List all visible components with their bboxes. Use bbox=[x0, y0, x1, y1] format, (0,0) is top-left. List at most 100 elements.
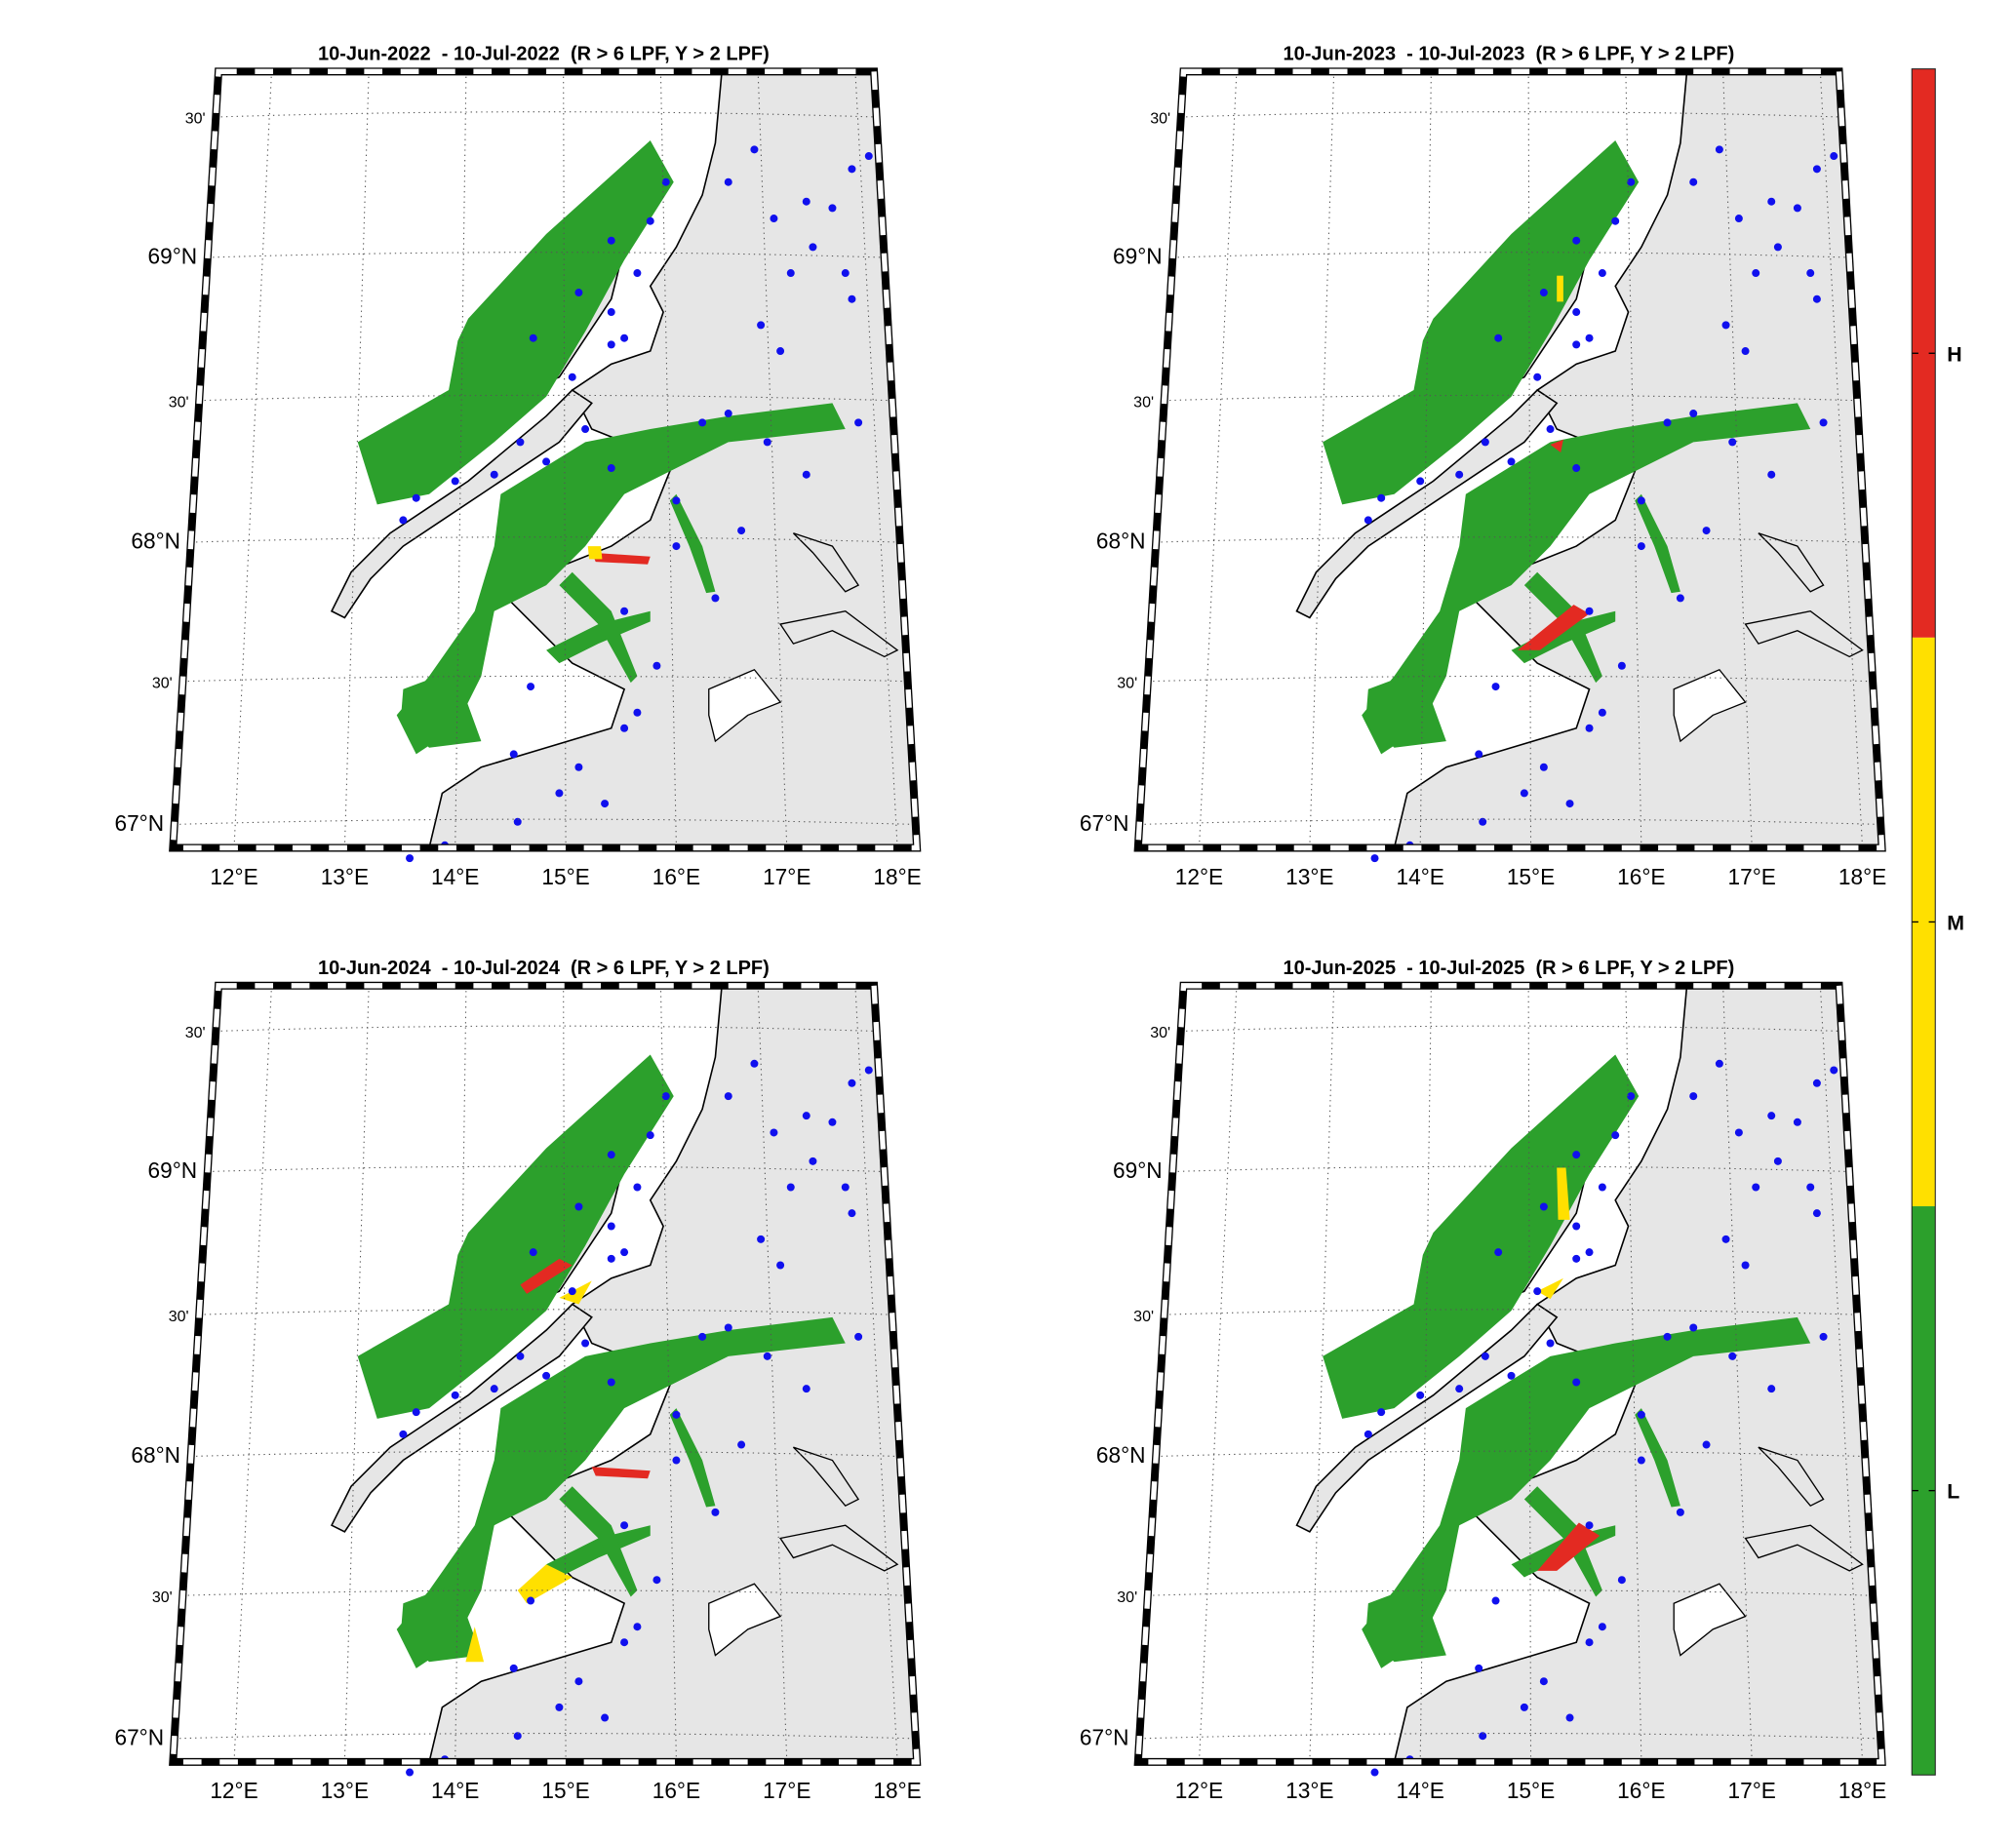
station bbox=[737, 1440, 746, 1449]
lon-label: 14°E bbox=[1396, 864, 1443, 889]
risk-area bbox=[1557, 1167, 1570, 1220]
station bbox=[406, 1768, 415, 1777]
grid-lat bbox=[174, 1733, 916, 1740]
station bbox=[1767, 1385, 1776, 1393]
station bbox=[864, 1066, 873, 1075]
fjord-low bbox=[559, 571, 638, 684]
station bbox=[568, 373, 576, 381]
station bbox=[1377, 493, 1386, 502]
station bbox=[412, 1408, 420, 1417]
map-panel: 30' 69°N 30' 68°N 30' 67°N 12°E 13°E 14°E 15°E 16°… bbox=[114, 43, 921, 888]
lon-label: 18°E bbox=[1838, 1778, 1886, 1803]
station bbox=[1491, 683, 1500, 691]
station bbox=[1728, 1352, 1737, 1360]
station bbox=[1812, 294, 1821, 303]
map-frame bbox=[1134, 983, 1885, 1765]
fjord-low bbox=[546, 610, 651, 664]
fjord-low bbox=[1635, 493, 1680, 594]
station bbox=[1585, 1638, 1594, 1647]
station bbox=[1539, 289, 1548, 297]
lat-label: 30' bbox=[152, 1589, 173, 1606]
station bbox=[601, 1713, 610, 1722]
lon-label: 16°E bbox=[652, 864, 700, 889]
station bbox=[1565, 800, 1574, 808]
grid-lat bbox=[1172, 1165, 1850, 1173]
station bbox=[724, 410, 732, 418]
station bbox=[1689, 1323, 1698, 1332]
lake bbox=[778, 610, 899, 658]
lon-label: 12°E bbox=[1175, 864, 1223, 889]
lon-label: 13°E bbox=[1285, 1778, 1333, 1803]
station bbox=[1475, 750, 1483, 759]
map-panel: 30' 69°N 30' 68°N 30' 67°N 12°E 13°E 14°E 15°E 16°… bbox=[1080, 43, 1886, 888]
islands bbox=[330, 1303, 593, 1533]
station bbox=[620, 1638, 629, 1647]
station bbox=[770, 1128, 778, 1137]
station bbox=[581, 425, 590, 434]
station bbox=[1572, 1151, 1581, 1159]
lake bbox=[1744, 610, 1864, 658]
risk-area bbox=[1550, 439, 1563, 453]
station bbox=[1507, 1371, 1516, 1380]
station bbox=[1370, 1768, 1379, 1777]
lon-label: 17°E bbox=[763, 864, 810, 889]
lake bbox=[792, 532, 860, 593]
station bbox=[1455, 470, 1464, 479]
station bbox=[1812, 165, 1821, 174]
risk-area bbox=[1537, 1277, 1563, 1300]
station bbox=[1721, 1235, 1730, 1243]
station bbox=[509, 750, 518, 759]
station bbox=[672, 496, 681, 505]
station bbox=[1637, 496, 1645, 505]
map-panel: 30' 69°N 30' 68°N 30' 67°N 12°E 13°E 14°E 15°E 16°… bbox=[114, 958, 921, 1803]
station bbox=[841, 269, 850, 278]
map-frame bbox=[1134, 68, 1885, 851]
lon-label: 13°E bbox=[1285, 864, 1333, 889]
station bbox=[607, 1151, 615, 1159]
lon-label: 15°E bbox=[1507, 1778, 1555, 1803]
land bbox=[428, 70, 918, 849]
risk-area bbox=[1557, 275, 1563, 302]
lat-label: 68°N bbox=[1096, 1442, 1146, 1468]
station bbox=[542, 1371, 551, 1380]
station bbox=[1627, 1092, 1636, 1101]
station bbox=[854, 1332, 863, 1341]
station bbox=[1819, 418, 1828, 427]
station bbox=[763, 1352, 771, 1360]
station bbox=[607, 236, 615, 245]
station bbox=[1752, 269, 1760, 278]
station bbox=[1494, 333, 1503, 342]
station bbox=[1689, 410, 1698, 418]
lake bbox=[1744, 1524, 1864, 1572]
station bbox=[1585, 607, 1594, 615]
land bbox=[1393, 984, 1883, 1763]
lon-label: 17°E bbox=[1728, 864, 1776, 889]
station bbox=[757, 1235, 766, 1243]
station bbox=[1721, 321, 1730, 330]
station bbox=[848, 294, 856, 303]
station bbox=[1370, 854, 1379, 863]
station bbox=[633, 269, 642, 278]
station bbox=[1364, 516, 1372, 525]
station bbox=[1702, 1440, 1711, 1449]
lat-label: 30' bbox=[169, 1309, 189, 1325]
lat-label: 30' bbox=[185, 111, 206, 128]
station bbox=[633, 1183, 642, 1192]
risk-area bbox=[1518, 605, 1590, 650]
station bbox=[607, 464, 615, 473]
station bbox=[786, 269, 795, 278]
lon-label: 14°E bbox=[1396, 1778, 1443, 1803]
station bbox=[724, 1092, 732, 1101]
station bbox=[1520, 789, 1528, 798]
station bbox=[1741, 1261, 1750, 1270]
station bbox=[633, 1623, 642, 1631]
grid-lat bbox=[174, 818, 916, 825]
station bbox=[1481, 438, 1489, 447]
sea-area-low bbox=[1365, 669, 1446, 748]
station bbox=[1715, 1059, 1723, 1068]
station bbox=[620, 607, 629, 615]
station bbox=[1572, 1378, 1581, 1387]
station bbox=[652, 661, 661, 670]
station bbox=[809, 243, 817, 252]
